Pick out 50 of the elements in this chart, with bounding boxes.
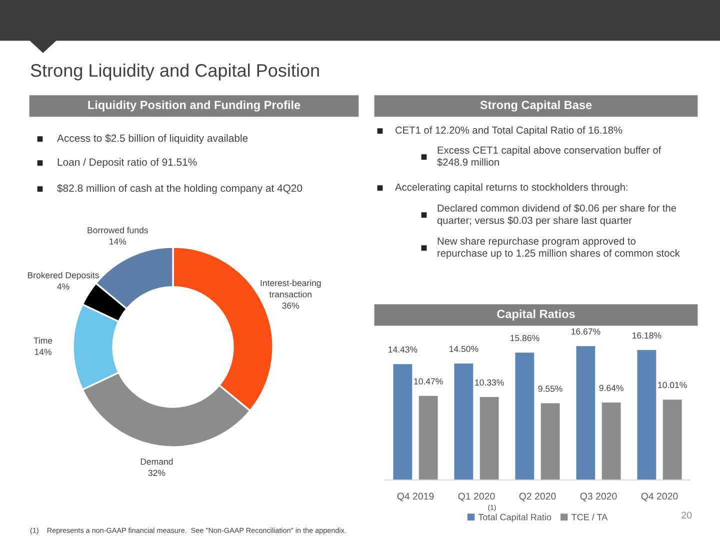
text: Excess CET1 capital above conservation buffer of $248.9 million (437, 146, 662, 166)
x-tick-label: Q4 2020 (641, 492, 678, 502)
data-label: 10.01% (658, 382, 687, 388)
text: New share repurchase program approved to repurchase up to 1.25 million shares of common stock (438, 237, 680, 259)
data-label: 36% (282, 302, 300, 309)
text: Access to $2.5 billion of liquidity available (57, 134, 248, 144)
bar (480, 397, 499, 480)
x-tick-label: Q3 2020 (580, 492, 617, 502)
data-label: 14.50% (450, 346, 478, 352)
data-label: 14% (110, 238, 126, 245)
bar (418, 396, 438, 480)
bar (393, 364, 412, 480)
text: Loan / Deposit ratio of 91.51% (58, 158, 197, 168)
data-label: 4% (57, 283, 70, 290)
data-label: 14.43% (388, 346, 418, 353)
text: Strong Liquidity and Capital Position (30, 64, 319, 80)
legend-label: TCE / TA (572, 514, 608, 520)
slice-label: Time (34, 337, 52, 344)
slice-label: Brokered Deposits (28, 272, 99, 280)
text: $82.8 million of cash at the holding company at 4Q20 (57, 184, 302, 194)
text: Strong Capital Base (480, 100, 592, 112)
bar (454, 364, 474, 480)
text: Accelerating capital returns to stockholders through: (395, 183, 628, 193)
data-label: 10.33% (475, 379, 504, 386)
data-label: 9.55% (538, 386, 562, 392)
slice-label: Interest-bearing transaction (260, 280, 321, 298)
legend-label: Total Capital Ratio (478, 514, 552, 522)
text: 20 (682, 512, 692, 519)
data-label: 32% (148, 470, 166, 476)
x-tick-label: Q1 2020 (458, 492, 495, 502)
bar (515, 352, 534, 480)
bar (662, 400, 682, 480)
chart-title: Capital Ratios (497, 309, 575, 321)
slice-label: Borrowed funds (88, 226, 148, 234)
bar (602, 402, 621, 480)
slice-label: Demand (140, 458, 173, 465)
text: Declared common dividend of $0.06 per share for the quarter; versus $0.03 per share last quarter (437, 204, 676, 226)
x-tick-label: Q4 2019 (397, 492, 434, 502)
bar (637, 350, 656, 480)
text: CET1 of 12.20% and Total Capital Ratio of 16.18% (396, 126, 622, 136)
x-tick-label: Q2 2020 (519, 492, 556, 502)
data-label: 9.64% (599, 384, 624, 392)
bar (540, 403, 560, 480)
data-label: 14% (34, 348, 52, 355)
data-label: 10.47% (414, 378, 443, 384)
data-label: 15.86% (510, 334, 540, 342)
text: Liquidity Position and Funding Profile (88, 100, 300, 112)
bar (576, 346, 596, 480)
data-label: 16.67% (572, 328, 600, 335)
data-label: 16.18% (632, 332, 662, 339)
